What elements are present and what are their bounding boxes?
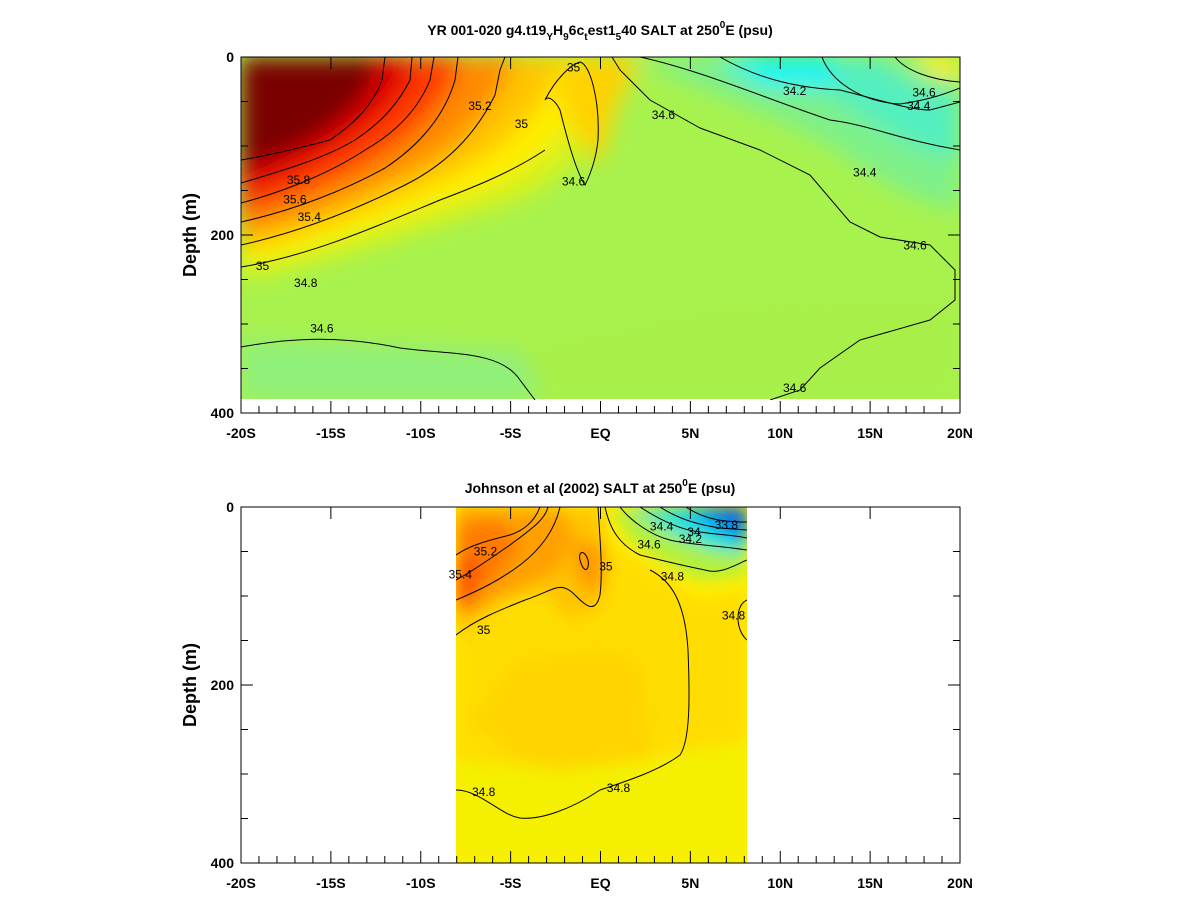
contour-label: 35.8 — [287, 173, 311, 187]
x-tick-label: -15S — [316, 875, 346, 891]
johnson-contour-labels: 34.4 34 33.8 34.2 35.2 34.6 35 35.4 34.8 34.8 35 34… — [449, 518, 746, 799]
johnson-chart-title: Johnson et al (2002) SALT at 2500E (psu) — [465, 478, 736, 496]
contour-label: 35.4 — [298, 210, 322, 224]
contour-label: 35.2 — [468, 99, 492, 113]
contour-label: 35 — [477, 623, 491, 637]
x-tick-label: 15N — [857, 875, 883, 891]
y-tick-label: 0 — [226, 499, 234, 515]
model-x-axis: -20S -15S -10S -5S EQ 5N 10N 15N 20N — [226, 57, 973, 441]
y-tick-label: 400 — [211, 405, 235, 421]
x-tick-label: -5S — [500, 875, 522, 891]
johnson-x-axis: -20S -15S -10S -5S EQ 5N 10N 15N 20N — [226, 507, 973, 891]
contour-label: 34.6 — [783, 381, 807, 395]
x-tick-label: -10S — [406, 425, 436, 441]
x-tick-label: 5N — [681, 425, 699, 441]
contour-label: 35 — [256, 259, 270, 273]
contour-label: 34.8 — [472, 785, 496, 799]
contour-label: 34.6 — [903, 239, 927, 253]
x-tick-label: -10S — [406, 875, 436, 891]
x-tick-label: 5N — [681, 875, 699, 891]
model-salinity-panel: YR 001-020 g4.t19YH96ctest1540 SALT at 2… — [180, 20, 973, 441]
johnson-salinity-field — [456, 507, 747, 863]
contour-label: 35.4 — [449, 568, 473, 582]
x-tick-label: 15N — [857, 425, 883, 441]
contour-label: 34.6 — [912, 86, 936, 100]
contour-label: 34.2 — [679, 532, 703, 546]
x-tick-label: 20N — [947, 425, 973, 441]
x-tick-label: 20N — [947, 875, 973, 891]
contour-label: 33.8 — [715, 518, 739, 532]
x-tick-label: -20S — [226, 425, 256, 441]
x-tick-label: EQ — [590, 425, 610, 441]
x-tick-label: -5S — [500, 425, 522, 441]
model-y-axis-label: Depth (m) — [180, 193, 200, 277]
contour-label: 34.6 — [652, 108, 676, 122]
contour-label: 34 — [687, 525, 701, 539]
y-tick-label: 400 — [211, 855, 235, 871]
y-tick-label: 0 — [226, 49, 234, 65]
johnson-y-axis-label: Depth (m) — [180, 643, 200, 727]
model-y-axis: 0 200 400 — [211, 49, 960, 421]
model-salinity-field — [241, 57, 960, 400]
contour-label: 35 — [599, 560, 613, 574]
contour-label: 34.2 — [783, 84, 807, 98]
contour-label: 35.6 — [283, 192, 307, 206]
contour-label: 35.2 — [474, 545, 498, 559]
x-tick-label: 10N — [767, 875, 793, 891]
x-tick-label: -15S — [316, 425, 346, 441]
y-tick-label: 200 — [211, 677, 235, 693]
y-tick-label: 200 — [211, 227, 235, 243]
contour-label: 34.8 — [294, 276, 318, 290]
contour-label: 35 — [567, 61, 581, 75]
contour-label: 34.6 — [310, 321, 334, 335]
x-tick-label: 10N — [767, 425, 793, 441]
x-tick-label: -20S — [226, 875, 256, 891]
contour-label: 34.6 — [637, 537, 661, 551]
contour-label: 34.4 — [650, 520, 674, 534]
contour-label: 34.8 — [722, 609, 746, 623]
contour-label: 34.4 — [907, 99, 931, 113]
contour-label: 35 — [515, 117, 529, 131]
contour-label: 34.4 — [853, 166, 877, 180]
x-tick-label: EQ — [590, 875, 610, 891]
model-chart-title: YR 001-020 g4.t19YH96ctest1540 SALT at 2… — [427, 20, 773, 43]
contour-label: 34.8 — [661, 569, 685, 583]
johnson-y-axis: 0 200 400 — [211, 499, 960, 871]
contour-label: 34.6 — [562, 175, 586, 189]
johnson-salinity-panel: Johnson et al (2002) SALT at 2500E (psu) — [180, 478, 973, 891]
contour-label: 34.8 — [607, 781, 631, 795]
